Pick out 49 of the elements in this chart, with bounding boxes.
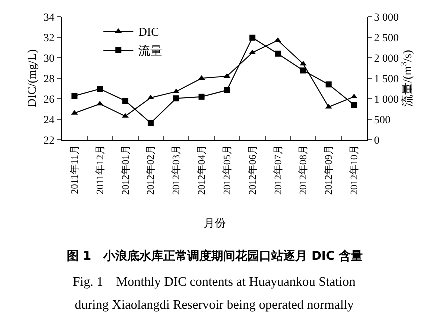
y2-tick-label: 2 000	[374, 52, 400, 65]
y2-tick-label: 500	[374, 114, 392, 126]
x-tick-label: 2012年05月	[221, 145, 234, 195]
point	[148, 94, 154, 100]
x-tick-label: 2011年12月	[94, 145, 106, 195]
point	[173, 96, 180, 102]
point	[148, 120, 154, 126]
point	[97, 86, 104, 92]
y-tick-label: 30	[44, 52, 56, 65]
x-tick-label: 2012年10月	[348, 145, 361, 195]
caption: Fig. 1 Monthly DIC contents at Huayuankou Station	[73, 274, 356, 289]
legend-label: DIC	[138, 25, 160, 40]
point	[300, 68, 306, 74]
y-tick-label: 22	[44, 134, 55, 147]
text: during Xiaolangdi Reservoir being operated normally	[75, 297, 355, 312]
y-tick-label: 32	[44, 32, 55, 44]
point	[122, 98, 129, 104]
y-tick-label: 28	[44, 73, 56, 86]
x-tick-label: 2012年01月	[120, 145, 132, 195]
x-tick-label: 2012年04月	[196, 145, 208, 195]
point	[198, 94, 205, 100]
y2-tick-label: 1 000	[374, 94, 400, 106]
x-tick-label: 2012年03月	[170, 145, 183, 195]
legend-label: 流量	[138, 44, 163, 58]
point	[274, 38, 282, 42]
point	[122, 113, 129, 118]
x-tick-label: 2012年09月	[323, 145, 336, 195]
x-tick-label: 2012年02月	[145, 145, 158, 195]
y2-tick-label: 0	[374, 134, 380, 147]
point	[72, 93, 78, 100]
x-axis-title: 月份	[204, 218, 226, 230]
x-tick-label: 2012年07月	[272, 145, 284, 195]
y2-tick-label: 2 500	[374, 32, 400, 44]
y-axis-title: DIC/(mg/L)	[25, 50, 40, 108]
y-tick-label: 26	[44, 94, 56, 106]
y-tick-label: 34	[44, 12, 56, 24]
point	[250, 34, 256, 41]
x-tick-label: 2012年06月	[246, 145, 259, 195]
point	[275, 50, 282, 57]
y2-tick-label: 1 500	[374, 73, 400, 86]
y2-tick-label: 3 000	[374, 12, 400, 24]
x-tick-label: 2012年08月	[298, 145, 310, 195]
point	[351, 102, 358, 108]
text: 图 1 小浪底水库正常调度期间花园口站逐月 DIC 含量	[67, 249, 364, 263]
point	[326, 82, 332, 88]
point	[224, 87, 230, 94]
y-tick-label: 24	[44, 114, 56, 126]
point	[300, 61, 307, 66]
x-tick-label: 2011年11月	[68, 145, 81, 194]
